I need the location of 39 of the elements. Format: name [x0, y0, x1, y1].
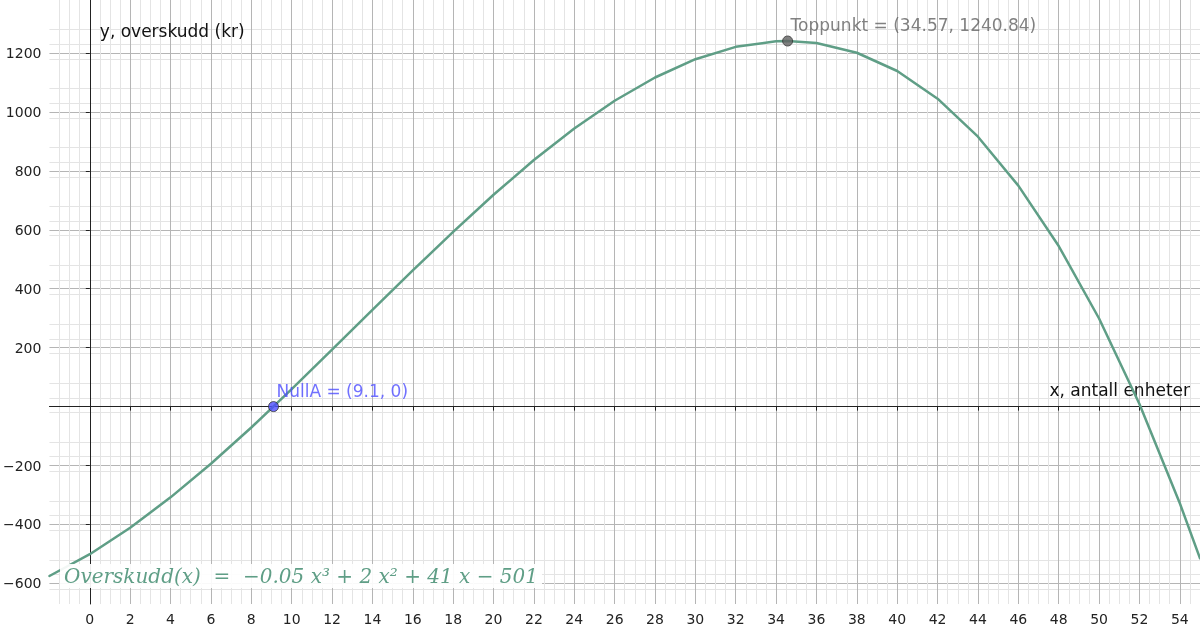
x-tick-label: 14 — [363, 611, 382, 626]
y-tick-label: 400 — [14, 280, 42, 297]
x-tick-label: 8 — [246, 611, 256, 626]
x-tick-label: 50 — [1090, 611, 1108, 626]
x-tick-label: 20 — [484, 611, 503, 626]
x-tick-label: 28 — [646, 611, 664, 626]
x-tick-label: 26 — [605, 611, 624, 626]
y-tick-label: 1000 — [5, 103, 42, 120]
x-tick-label: 52 — [1130, 611, 1149, 626]
x-tick-label: 30 — [686, 611, 705, 626]
x-tick-label: 44 — [969, 611, 987, 626]
x-tick-label: 0 — [85, 611, 95, 626]
x-tick-label: 32 — [726, 611, 745, 626]
annotation: Overskudd(x) = −0.05 x³ + 2 x² + 41 x − 501 — [64, 564, 539, 588]
x-tick-label: 46 — [1009, 611, 1028, 626]
y-tick-label: −400 — [3, 516, 42, 533]
x-tick-label: 22 — [524, 611, 543, 626]
y-tick-label: 600 — [14, 221, 42, 238]
x-tick-label: 24 — [565, 611, 584, 626]
x-tick-label: 12 — [323, 611, 341, 626]
y-tick-label: −200 — [3, 457, 42, 474]
x-tick-label: 16 — [403, 611, 422, 626]
x-tick-label: 34 — [767, 611, 786, 626]
y-tick-label: 200 — [14, 339, 42, 356]
x-tick-label: 6 — [206, 611, 216, 626]
x-tick-label: 10 — [282, 611, 301, 626]
x-tick-label: 4 — [166, 611, 176, 626]
y-tick-label: 800 — [14, 162, 42, 179]
x-tick-label: 18 — [444, 611, 463, 626]
x-tick-label: 48 — [1049, 611, 1068, 626]
x-tick-label: 40 — [888, 611, 907, 626]
x-tick-label: 54 — [1170, 611, 1189, 626]
y-axis-title: y, overskudd (kr) — [99, 20, 245, 41]
x-tick-label: 42 — [928, 611, 947, 626]
x-tick-label: 38 — [847, 611, 866, 626]
y-tick-label: −600 — [3, 575, 42, 592]
y-tick-label: 1200 — [5, 45, 42, 62]
x-tick-label: 36 — [807, 611, 826, 626]
x-tick-label: 2 — [125, 611, 135, 626]
